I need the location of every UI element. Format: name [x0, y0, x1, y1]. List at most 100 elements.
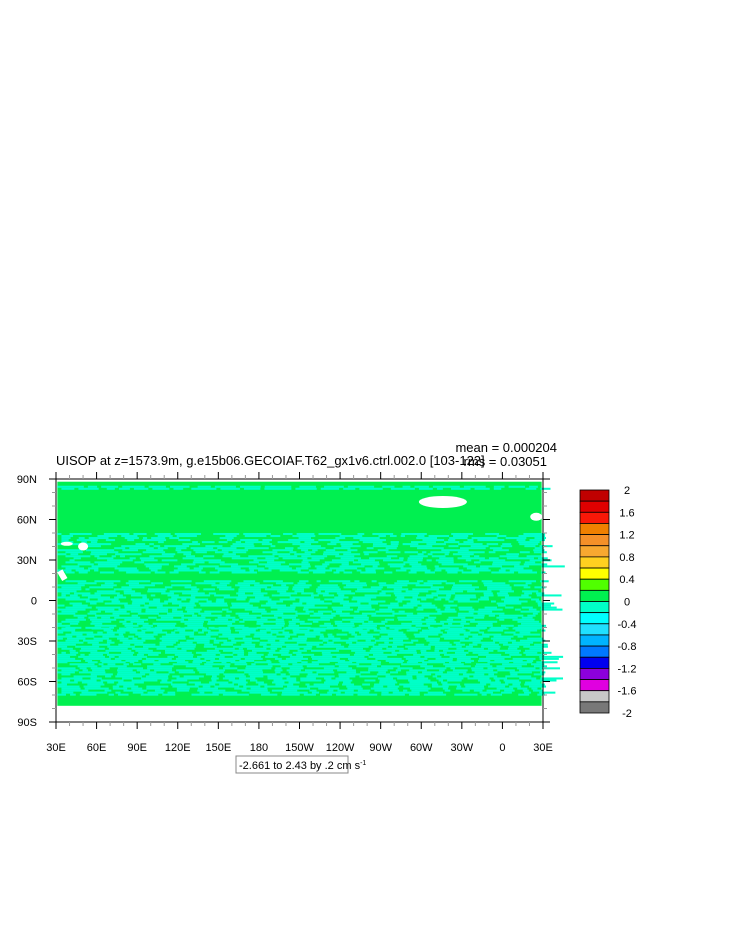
- field-cell: [339, 535, 363, 538]
- field-cell: [57, 645, 68, 648]
- field-cell: [244, 641, 252, 644]
- field-cell: [79, 693, 97, 696]
- field-cell: [122, 549, 139, 552]
- field-cell: [172, 610, 183, 613]
- field-cell: [497, 649, 521, 652]
- field-cell: [504, 689, 515, 692]
- field-cell: [319, 635, 325, 638]
- field-cell: [76, 635, 95, 638]
- field-cell: [151, 582, 163, 585]
- field-cell: [428, 535, 450, 538]
- field-cell: [188, 618, 211, 621]
- field-cell: [271, 586, 289, 589]
- field-cell: [327, 543, 337, 546]
- field-cell: [403, 655, 421, 658]
- field-cell: [480, 596, 489, 599]
- field-cell: [288, 671, 313, 674]
- field-cell: [412, 588, 440, 591]
- field-cell: [70, 693, 76, 696]
- field-cell: [216, 598, 225, 601]
- field-cell: [322, 653, 350, 656]
- field-cell: [231, 571, 258, 574]
- field-cell: [114, 657, 142, 660]
- field-cell: [402, 485, 411, 488]
- field-cell: [359, 631, 368, 634]
- contour-info-box: -2.661 to 2.43 by .2 cm s-1: [235, 755, 366, 774]
- field-cell: [77, 582, 97, 585]
- field-cell: [192, 614, 198, 617]
- field-cell: [331, 606, 350, 609]
- field-cell: [200, 604, 228, 607]
- field-cell: [346, 671, 357, 674]
- field-cell: [369, 557, 391, 560]
- field-cell: [487, 661, 510, 664]
- field-cell: [159, 637, 186, 640]
- field-cell: [302, 559, 320, 562]
- field-cell: [235, 629, 256, 632]
- field-cell: [401, 622, 423, 625]
- field-cell: [524, 561, 536, 564]
- field-cell: [347, 485, 375, 488]
- field-cell: [193, 659, 207, 662]
- field-cell: [118, 633, 124, 636]
- field-cell: [208, 592, 216, 595]
- field-cell: [57, 549, 82, 552]
- field-cell: [343, 571, 353, 574]
- field-cell: [57, 635, 73, 638]
- field-cell: [57, 671, 75, 674]
- field-cell: [190, 598, 209, 601]
- field-cell: [368, 655, 388, 658]
- field-cell: [289, 551, 297, 554]
- field-cell: [240, 539, 259, 542]
- field-cell: [85, 600, 104, 603]
- field-cell: [511, 641, 534, 644]
- field-cell: [363, 551, 378, 554]
- field-cell: [442, 633, 460, 636]
- field-cell: [211, 675, 217, 678]
- red-sea-missing: [57, 569, 68, 582]
- lon-label: 30W: [451, 742, 474, 754]
- field-cell: [222, 693, 249, 696]
- field-cell: [310, 649, 339, 652]
- field-cell: [173, 569, 202, 572]
- field-cell: [144, 563, 169, 566]
- field-cell: [447, 571, 458, 574]
- field-cell: [137, 653, 144, 656]
- field-cell: [523, 645, 548, 648]
- field-cell: [407, 647, 431, 650]
- field-cell: [472, 651, 489, 654]
- field-cell: [519, 639, 546, 642]
- field-cell: [231, 604, 253, 607]
- field-cell: [336, 592, 355, 595]
- field-cell: [157, 535, 173, 538]
- field-cell: [85, 588, 90, 591]
- field-cell: [57, 641, 84, 644]
- field-cell: [306, 643, 320, 646]
- field-cell: [117, 669, 133, 672]
- field-cell: [128, 580, 151, 583]
- field-cell: [481, 580, 493, 583]
- field-cell: [318, 539, 340, 542]
- field-cell: [489, 547, 503, 550]
- field-cell: [231, 602, 250, 605]
- field-cell: [198, 612, 212, 615]
- field-cell: [322, 563, 330, 566]
- field-cell: [526, 659, 534, 662]
- field-cell: [434, 565, 439, 568]
- lon-label: 180: [250, 742, 268, 754]
- field-cell: [79, 649, 98, 652]
- field-cell: [90, 541, 98, 544]
- field-cell: [93, 637, 109, 640]
- field-cell: [493, 549, 509, 552]
- field-cell: [115, 675, 142, 678]
- colorbar-box: [579, 601, 610, 614]
- field-cell: [400, 535, 405, 538]
- field-cell: [473, 689, 483, 692]
- field-cell: [270, 631, 279, 634]
- field-cell: [154, 571, 166, 574]
- field-cell: [392, 691, 420, 694]
- field-cell: [533, 673, 545, 676]
- field-cell: [57, 629, 76, 632]
- field-cell: [104, 689, 112, 692]
- field-cell: [97, 631, 103, 634]
